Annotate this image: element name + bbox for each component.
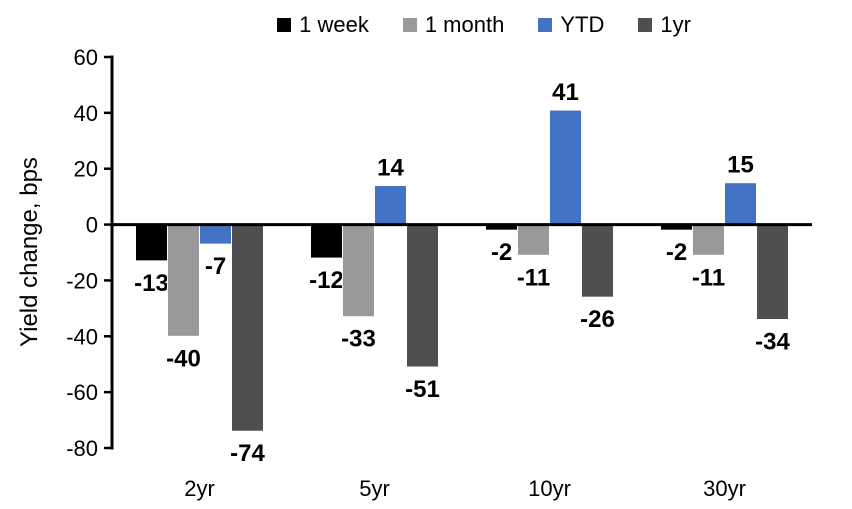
y-axis-tick-label: -40 <box>66 324 98 349</box>
bar-value-label: -2 <box>491 239 512 266</box>
bar-value-label: -33 <box>341 326 376 353</box>
bar-1yr-5yr <box>406 224 439 368</box>
bar-1-week-2yr <box>135 224 168 262</box>
chart-legend: 1 week 1 month YTD 1yr <box>134 10 834 40</box>
bar-1yr-30yr <box>756 224 789 321</box>
bar-ytd-5yr <box>374 184 407 226</box>
bar-ytd-2yr <box>199 224 232 245</box>
x-axis-category-label: 30yr <box>703 476 746 501</box>
bar-1yr-10yr <box>581 224 614 298</box>
legend-swatch-ytd <box>538 18 553 32</box>
bar-value-label: -7 <box>205 253 226 280</box>
bar-ytd-10yr <box>549 109 582 226</box>
bar-value-label: -2 <box>666 239 687 266</box>
y-axis-tick-label: 0 <box>86 213 98 238</box>
bar-value-label: -12 <box>309 267 344 294</box>
bar-value-label: -26 <box>580 306 615 333</box>
bar-1-month-5yr <box>342 224 375 318</box>
bar-1-month-10yr <box>517 224 550 256</box>
bar-value-label: -40 <box>166 345 201 372</box>
y-axis-tick-label: 40 <box>74 101 98 126</box>
bar-value-label: 14 <box>377 154 404 181</box>
y-axis-tick-label: -60 <box>66 380 98 405</box>
legend-label: 1yr <box>660 12 691 37</box>
legend-item-1-month: 1 month <box>402 12 505 37</box>
y-axis-tick-label: -20 <box>66 268 98 293</box>
legend-label: 1 week <box>299 12 369 37</box>
y-axis-tick-label: 20 <box>74 157 98 182</box>
bar-value-label: -74 <box>230 440 265 467</box>
bar-value-label: -34 <box>755 329 790 356</box>
legend-item-1yr: 1yr <box>638 14 691 36</box>
bar-1-month-2yr <box>167 224 200 337</box>
x-axis-category-label: 10yr <box>528 476 571 501</box>
legend-item-ytd: YTD <box>538 14 604 36</box>
legend-item-1-week: 1 week <box>277 14 369 36</box>
legend-label: 1 month <box>424 12 505 37</box>
bar-value-label: 15 <box>727 152 754 179</box>
bar-value-label: -13 <box>134 270 169 297</box>
bar-1-month-30yr <box>692 224 725 256</box>
x-axis-category-label: 2yr <box>184 476 215 501</box>
x-axis-category-label: 5yr <box>359 476 390 501</box>
bar-ytd-30yr <box>724 182 757 226</box>
bar-1yr-2yr <box>231 224 264 432</box>
bar-1-week-5yr <box>310 224 343 259</box>
bar-value-label: -51 <box>405 376 440 403</box>
legend-swatch-1yr <box>638 18 653 32</box>
legend-swatch-1-month <box>402 18 417 32</box>
y-axis-tick-label: 60 <box>74 45 98 70</box>
bar-value-label: -11 <box>692 264 725 291</box>
legend-swatch-1-week <box>277 18 292 32</box>
y-axis-tick-label: -80 <box>66 436 98 461</box>
bar-value-label: -11 <box>517 264 550 291</box>
bar-value-label: 41 <box>552 79 579 106</box>
legend-label: YTD <box>560 12 605 37</box>
